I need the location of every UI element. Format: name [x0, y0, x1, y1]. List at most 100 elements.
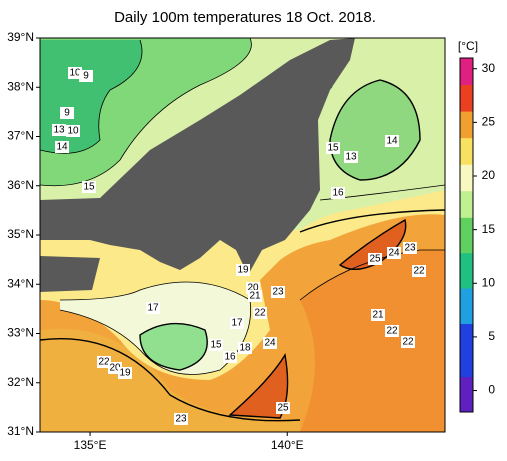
- contour-label-bg: [118, 367, 132, 379]
- contour-label-bg: [223, 351, 237, 363]
- colorbar-cell: [460, 164, 473, 174]
- colorbar-cell: [460, 350, 473, 360]
- colorbar-cell: [460, 288, 473, 298]
- land: [40, 256, 100, 292]
- contour-label: 9: [64, 108, 70, 119]
- colorbar-cell: [460, 75, 473, 86]
- contour-label: 16: [332, 188, 344, 199]
- lat-tick-label: 36°N: [7, 178, 34, 192]
- land: [322, 70, 335, 90]
- contour-label: 24: [388, 248, 400, 259]
- contour-label: 22: [386, 326, 398, 337]
- contour-label: 25: [369, 254, 381, 265]
- colorbar-cell: [460, 376, 473, 386]
- contour-label-bg: [146, 302, 160, 314]
- contour-label-bg: [52, 124, 66, 136]
- contour-label-bg: [385, 135, 399, 147]
- colorbar-tick-label: 5: [488, 329, 495, 343]
- colorbar-cell: [460, 190, 473, 201]
- contour-label: 13: [345, 152, 357, 163]
- contour-label-bg: [174, 413, 188, 425]
- contour-label-bg: [55, 141, 69, 153]
- contour-label: 19: [119, 368, 131, 379]
- colorbar-cell: [460, 270, 473, 280]
- sea-zone: [300, 250, 445, 432]
- colorbar-cell: [460, 252, 473, 263]
- colorbar-tick-label: 25: [482, 115, 496, 129]
- contour-label-bg: [344, 151, 358, 163]
- colorbar-tick-label: 0: [488, 383, 495, 397]
- contour-label: 23: [272, 287, 284, 298]
- contour-label-bg: [371, 309, 385, 321]
- lat-tick-label: 39°N: [7, 30, 34, 44]
- colorbar-cell: [460, 279, 473, 289]
- colorbar-cell: [460, 305, 473, 316]
- contour-label: 19: [237, 265, 249, 276]
- lat-tick-label: 35°N: [7, 227, 34, 241]
- title: Daily 100m temperatures 18 Oct. 2018.: [114, 9, 376, 26]
- colorbar-cell: [460, 208, 473, 218]
- colorbar-cell: [460, 137, 473, 147]
- colorbar-cell: [460, 403, 473, 413]
- contour-label: 9: [83, 71, 89, 82]
- contour-label: 20: [109, 363, 121, 374]
- contour-label-bg: [276, 402, 290, 414]
- colorbar-tick-label: 15: [482, 222, 496, 236]
- contour-label: 14: [386, 136, 398, 147]
- contour-label: 20: [247, 283, 259, 294]
- colorbar-cell: [460, 323, 473, 333]
- contour-label-bg: [401, 336, 415, 348]
- contour-label: 22: [254, 308, 266, 319]
- colorbar-cell: [460, 146, 473, 156]
- contour-label: 25: [277, 403, 289, 414]
- contour-label: 17: [231, 318, 243, 329]
- contour-label: 10: [69, 68, 81, 79]
- contour-label-bg: [60, 107, 74, 119]
- contour-label-bg: [412, 265, 426, 277]
- contour-label-bg: [230, 317, 244, 329]
- contour-label-bg: [271, 286, 285, 298]
- colorbar-cell: [460, 394, 473, 404]
- contour-label-bg: [326, 142, 340, 154]
- contour-label: 17: [147, 303, 159, 314]
- contour-label: 23: [404, 243, 416, 254]
- colorbar-tick-label: 10: [482, 275, 496, 289]
- contour-label-bg: [368, 253, 382, 265]
- lat-tick-label: 38°N: [7, 79, 34, 93]
- contour-label-bg: [68, 67, 82, 79]
- colorbar-cell: [460, 296, 473, 307]
- colorbar-cell: [460, 341, 473, 351]
- contour-label-bg: [82, 181, 96, 193]
- contour-label: 22: [413, 266, 425, 277]
- contour-label-bg: [97, 356, 111, 368]
- contour-label-bg: [253, 307, 267, 319]
- contour-label-bg: [263, 337, 277, 349]
- sea-zone: [340, 220, 406, 270]
- colorbar-cell: [460, 155, 473, 165]
- lon-tick-label: 140°E: [271, 438, 304, 452]
- colorbar-cell: [460, 226, 473, 236]
- colorbar-cell: [460, 111, 473, 121]
- contour-label: 16: [224, 352, 236, 363]
- colorbar-cell: [460, 332, 473, 342]
- contour-label-bg: [385, 325, 399, 337]
- colorbar-cell: [460, 128, 473, 139]
- contour-label: 18: [239, 343, 251, 354]
- contour-label-bg: [403, 242, 417, 254]
- colorbar-cell: [460, 199, 473, 209]
- contour-label: 21: [249, 291, 261, 302]
- colorbar-cell: [460, 93, 473, 103]
- contour-label: 21: [372, 310, 384, 321]
- colorbar-cell: [460, 173, 473, 183]
- contour-label: 22: [402, 337, 414, 348]
- contour-label: 15: [327, 143, 339, 154]
- contour-label-bg: [331, 187, 345, 199]
- lat-tick-label: 34°N: [7, 276, 34, 290]
- colorbar-frame: [459, 57, 474, 413]
- colorbar-cell: [460, 385, 473, 395]
- unit-label: [°C]: [458, 39, 478, 53]
- sea-zone: [140, 323, 208, 370]
- contour-label-bg: [209, 339, 223, 351]
- colorbar-cell: [460, 261, 473, 271]
